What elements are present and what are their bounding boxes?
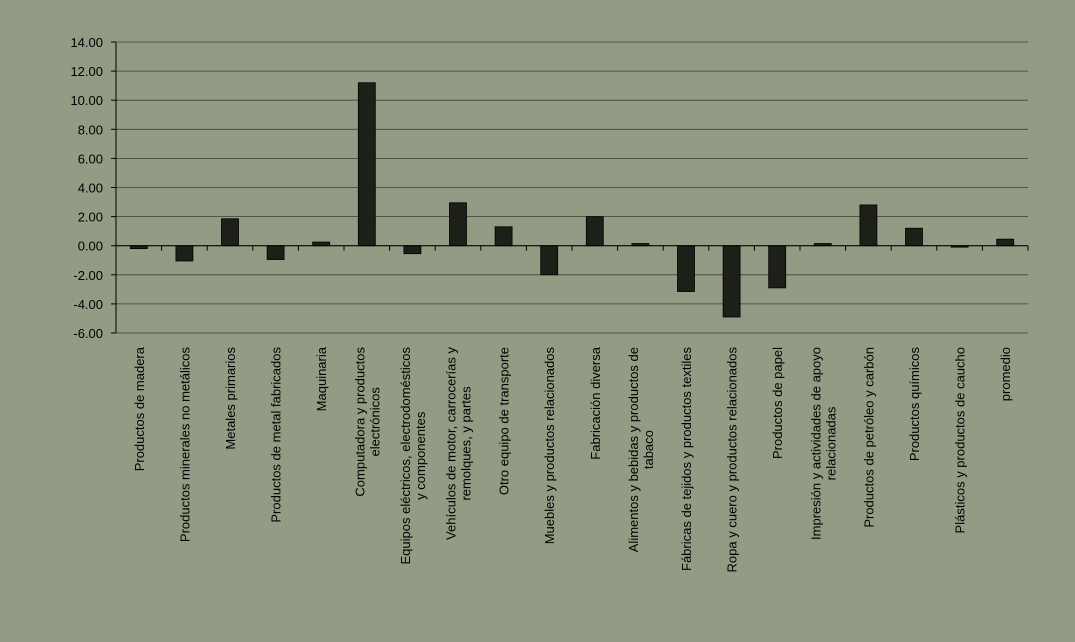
category-label-line: electrónicos	[367, 387, 382, 457]
category-label: Productos de metal fabricados	[269, 347, 284, 523]
category-label: Fabricación diversa	[588, 346, 603, 459]
y-tick-label: 10.00	[70, 93, 103, 108]
category-label: Plásticos y productos de caucho	[953, 347, 968, 533]
category-label-line: Metales primarios	[223, 347, 238, 450]
bar	[996, 238, 1015, 247]
y-tick-label: 14.00	[70, 35, 103, 50]
y-tick-label: 12.00	[70, 64, 103, 79]
category-label-line: Muebles y productos relacionados	[542, 347, 557, 545]
category-label-line: Plásticos y productos de caucho	[953, 347, 968, 533]
category-label-line: Impresión y actividades de apoyo	[808, 347, 823, 540]
gridlines	[111, 41, 1028, 334]
category-label: Ropa y cuero y productos relacionados	[725, 347, 740, 573]
category-label-line: Productos de metal fabricados	[269, 347, 284, 523]
category-label-line: Productos de madera	[132, 346, 147, 471]
axes	[115, 42, 1029, 333]
bar	[677, 245, 695, 292]
y-tick-label: -4.00	[73, 297, 103, 312]
category-label: Impresión y actividades de apoyorelacion…	[808, 347, 838, 540]
y-tick-label: -6.00	[73, 326, 103, 341]
y-tick-label: 0.00	[78, 239, 103, 254]
category-label: Computadora y productoselectrónicos	[352, 347, 382, 497]
category-label-line: Productos químicos	[907, 347, 922, 462]
bar	[266, 245, 285, 260]
category-labels: Productos de madera Productos minerales n…	[132, 346, 1013, 572]
category-label-line: Fábricas de tejidos y productos textiles	[679, 347, 694, 571]
bar	[494, 226, 513, 247]
y-axis-tick-labels: 14.00 12.00 10.00 8.00 6.00 4.00 2.00 0.00 -2.00…	[70, 35, 103, 341]
bar	[175, 245, 194, 262]
category-label: Productos químicos	[907, 347, 922, 462]
category-label: Maquinaria	[314, 346, 329, 411]
bar	[768, 245, 787, 289]
bar	[221, 218, 239, 247]
category-label: promedio	[998, 347, 1013, 401]
category-label: Productos de petróleo y carbón	[861, 347, 876, 528]
category-label: Alimentos y bebidas y productos detabaco	[626, 347, 656, 552]
category-label-line: Otro equipo de transporte	[497, 347, 512, 495]
category-label-line: tabaco	[641, 430, 656, 469]
category-label-line: Productos minerales no metálicos	[177, 347, 192, 543]
category-label-line: Vehículos de motor, carrocerías y	[444, 347, 459, 540]
category-label-line: Computadora y productos	[352, 347, 367, 497]
bar	[449, 202, 467, 247]
category-label: Otro equipo de transporte	[497, 347, 512, 495]
category-label-line: Alimentos y bebidas y productos de	[626, 347, 641, 552]
category-label-line: Productos de petróleo y carbón	[861, 347, 876, 528]
category-label-line: Maquinaria	[314, 346, 329, 411]
category-label: Muebles y productos relacionados	[542, 347, 557, 545]
bar	[722, 245, 741, 318]
bar	[540, 245, 559, 276]
category-label: Vehículos de motor, carrocerías yremolqu…	[444, 347, 474, 540]
category-label-line: Ropa y cuero y productos relacionados	[725, 347, 740, 573]
bar	[905, 227, 923, 247]
category-label-line: remolques, y partes	[459, 386, 474, 501]
category-label-line: y componentes	[413, 411, 428, 500]
category-label: Fábricas de tejidos y productos textiles	[679, 347, 694, 571]
y-tick-label: 4.00	[78, 181, 103, 196]
category-label-line: promedio	[998, 347, 1013, 401]
y-tick-label: 6.00	[78, 151, 103, 166]
y-tick-label: 8.00	[78, 122, 103, 137]
category-label-line: Equipos eléctricos, electrodomésticos	[398, 347, 413, 565]
category-label: Productos de madera	[132, 346, 147, 471]
category-label-line: Fabricación diversa	[588, 346, 603, 459]
category-label-line: Productos de papel	[770, 347, 785, 459]
y-tick-label: -2.00	[73, 268, 103, 283]
bar	[312, 241, 331, 247]
bar	[859, 204, 878, 247]
category-label-line: relacionadas	[823, 406, 838, 480]
bar	[585, 216, 604, 247]
category-label: Productos minerales no metálicos	[177, 347, 192, 543]
bars	[129, 82, 1015, 318]
category-label: Productos de papel	[770, 347, 785, 459]
y-tick-label: 2.00	[78, 210, 103, 225]
category-label: Equipos eléctricos, electrodomésticosy c…	[398, 347, 428, 565]
bar	[403, 245, 422, 255]
category-label: Metales primarios	[223, 347, 238, 450]
bar	[357, 82, 376, 247]
